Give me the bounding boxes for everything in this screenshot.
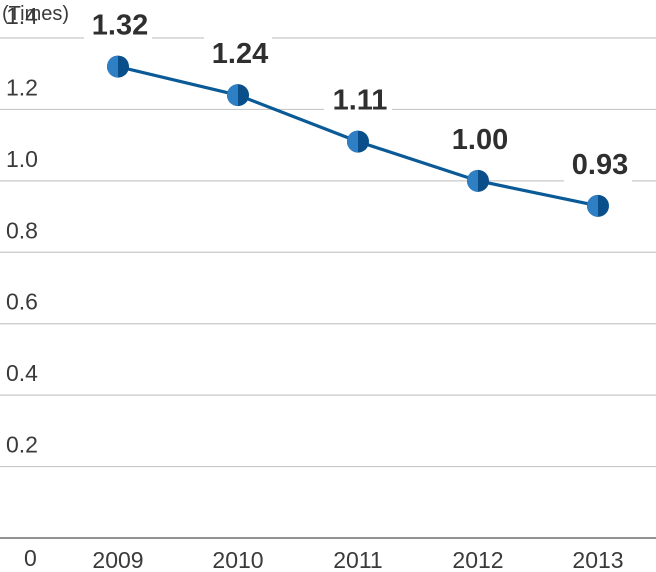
data-point bbox=[347, 130, 369, 153]
data-label: 1.24 bbox=[212, 38, 268, 70]
data-label: 1.32 bbox=[92, 10, 148, 42]
y-tick-label: 0.4 bbox=[6, 360, 38, 386]
x-tick-label: 2011 bbox=[333, 547, 382, 572]
data-point bbox=[227, 84, 249, 107]
data-point-marker-highlight bbox=[227, 84, 238, 107]
data-label-background bbox=[204, 35, 272, 72]
y-tick-label: 1.0 bbox=[6, 146, 38, 172]
y-tick-label: 1.4 bbox=[6, 3, 38, 29]
data-point bbox=[587, 194, 609, 217]
data-label-background bbox=[564, 145, 632, 182]
x-tick-label: 2012 bbox=[452, 547, 503, 572]
data-labels: 1.32 1.24 1.11 1.00 0.93 bbox=[84, 6, 632, 182]
data-label: 0.93 bbox=[572, 149, 628, 181]
data-point-marker-highlight bbox=[467, 169, 478, 192]
y-tick-label: 0 bbox=[24, 545, 37, 571]
y-axis-tick-labels: 0 0.2 0.4 0.6 0.8 1.0 1.2 1.4 bbox=[6, 3, 38, 571]
y-tick-label: 1.2 bbox=[6, 74, 38, 100]
x-tick-label: 2013 bbox=[572, 547, 623, 572]
data-label-background bbox=[444, 120, 512, 157]
x-tick-label: 2010 bbox=[212, 547, 263, 572]
data-point-marker-highlight bbox=[347, 130, 358, 153]
data-point-marker-highlight bbox=[107, 55, 118, 78]
y-tick-label: 0.2 bbox=[6, 432, 38, 458]
data-label-background bbox=[324, 81, 392, 118]
y-tick-label: 0.6 bbox=[6, 289, 38, 315]
x-axis-tick-labels: 2009 2010 2011 2012 2013 bbox=[92, 547, 623, 572]
data-label: 1.00 bbox=[452, 124, 508, 156]
data-label: 1.11 bbox=[333, 85, 388, 117]
data-label-background bbox=[84, 6, 152, 43]
data-point bbox=[467, 169, 489, 192]
data-point bbox=[107, 55, 129, 78]
y-axis-unit-label: (Times) bbox=[2, 3, 69, 25]
gridlines bbox=[0, 37, 656, 539]
data-points bbox=[107, 55, 609, 217]
y-tick-label: 0.8 bbox=[6, 217, 38, 243]
data-point-marker-highlight bbox=[587, 194, 598, 217]
x-tick-label: 2009 bbox=[92, 547, 143, 572]
